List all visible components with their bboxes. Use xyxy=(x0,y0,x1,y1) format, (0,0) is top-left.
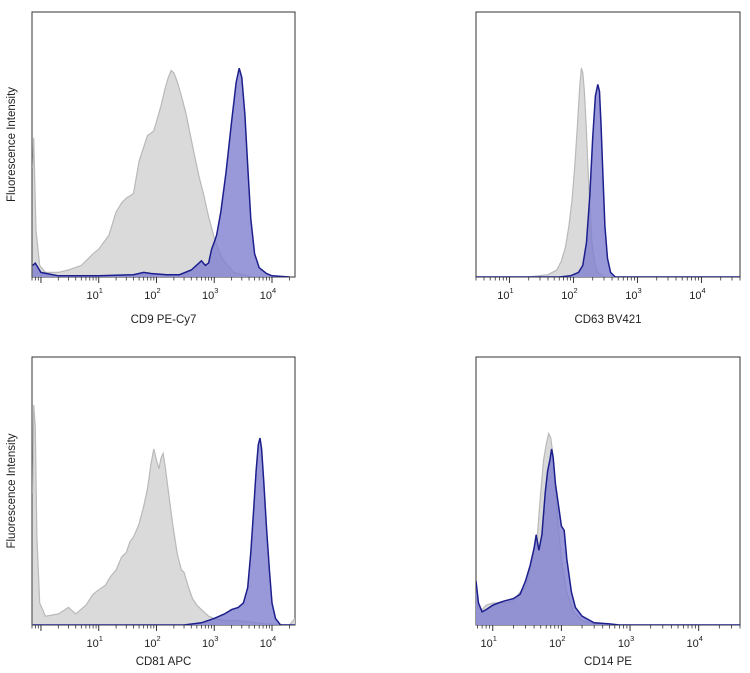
x-tick-label: 104 xyxy=(686,634,702,650)
x-tick-label: 102 xyxy=(561,286,577,302)
x-tick-label-base: 10 xyxy=(689,290,701,302)
x-tick-label-exponent: 3 xyxy=(214,634,218,643)
x-tick-layer: 101 102 103 104 xyxy=(31,625,290,650)
y-axis-label: Fluorescence Intensity xyxy=(6,433,18,548)
x-axis-label: CD14 PE xyxy=(584,656,632,668)
stained-histogram-fill xyxy=(32,68,290,277)
x-tick-layer: 101 102 103 104 xyxy=(477,625,741,650)
x-tick-label: 104 xyxy=(689,286,705,302)
x-axis-label: CD9 PE-Cy7 xyxy=(131,314,197,326)
x-tick-label-exponent: 1 xyxy=(99,634,103,643)
control-histogram-line xyxy=(476,68,740,277)
histogram-panel-cd81: 101 102 103 104 CD81 APC Fluorescence Inten… xyxy=(6,356,296,668)
x-tick-label-base: 10 xyxy=(260,290,272,302)
x-tick-label: 102 xyxy=(549,634,565,650)
x-tick-label-base: 10 xyxy=(481,638,493,650)
control-histogram-fill xyxy=(32,405,295,625)
stained-histogram-line xyxy=(32,67,290,277)
x-tick-label: 101 xyxy=(497,286,513,302)
x-tick-label: 101 xyxy=(87,634,103,650)
x-tick-label: 103 xyxy=(202,634,218,650)
histogram-panel-cd14: 101 102 103 104 CD14 PE xyxy=(475,356,741,668)
x-tick-label-base: 10 xyxy=(87,638,99,650)
y-axis-label: Fluorescence Intensity xyxy=(6,87,18,202)
x-tick-label: 102 xyxy=(144,286,160,302)
x-axis-label: CD63 BV421 xyxy=(574,314,641,326)
control-histogram-fill xyxy=(476,68,740,277)
histogram-panel-cd63: 101 102 103 104 CD63 BV421 xyxy=(475,11,741,326)
x-tick-label-exponent: 2 xyxy=(157,286,161,295)
x-tick-label: 101 xyxy=(481,634,497,650)
x-tick-label: 102 xyxy=(144,634,160,650)
plot-frame xyxy=(475,11,741,278)
x-tick-layer: 101 102 103 104 xyxy=(31,277,290,302)
x-tick-layer: 101 102 103 104 xyxy=(475,277,741,302)
control-histogram-line xyxy=(32,404,295,625)
stained-histogram-line xyxy=(476,84,740,277)
x-tick-label-base: 10 xyxy=(549,638,561,650)
x-tick-label: 103 xyxy=(618,634,634,650)
series-layer xyxy=(32,67,290,277)
x-tick-label-exponent: 4 xyxy=(272,286,276,295)
stained-histogram-fill xyxy=(32,438,295,625)
x-tick-label-exponent: 4 xyxy=(272,634,276,643)
x-tick-label-base: 10 xyxy=(686,638,698,650)
x-tick-label-exponent: 1 xyxy=(99,286,103,295)
series-layer xyxy=(476,68,740,277)
x-tick-label-exponent: 3 xyxy=(638,286,642,295)
control-histogram-fill xyxy=(32,70,290,277)
series-layer xyxy=(476,431,740,625)
x-tick-label: 104 xyxy=(260,286,276,302)
x-tick-label-exponent: 3 xyxy=(630,634,634,643)
plot-frame xyxy=(475,356,741,626)
x-tick-label-exponent: 4 xyxy=(702,286,706,295)
histogram-panel-cd9: 101 102 103 104 CD9 PE-Cy7 Fluorescence Int… xyxy=(6,11,296,326)
x-tick-label-exponent: 2 xyxy=(561,634,565,643)
series-layer xyxy=(32,404,295,625)
x-tick-label-base: 10 xyxy=(144,290,156,302)
x-tick-label-base: 10 xyxy=(625,290,637,302)
x-tick-label-base: 10 xyxy=(618,638,630,650)
x-tick-label: 104 xyxy=(260,634,276,650)
x-tick-label-exponent: 2 xyxy=(574,286,578,295)
x-tick-label-base: 10 xyxy=(202,638,214,650)
x-axis-label: CD81 APC xyxy=(136,656,192,668)
stained-histogram-line xyxy=(476,448,740,625)
control-histogram-line xyxy=(32,69,290,277)
x-tick-label-base: 10 xyxy=(202,290,214,302)
x-tick-label-base: 10 xyxy=(87,290,99,302)
stained-histogram-line xyxy=(32,437,295,625)
x-tick-label: 103 xyxy=(202,286,218,302)
x-tick-label-exponent: 3 xyxy=(214,286,218,295)
x-tick-label-base: 10 xyxy=(561,290,573,302)
x-tick-label: 101 xyxy=(87,286,103,302)
x-tick-label-base: 10 xyxy=(497,290,509,302)
x-tick-label-exponent: 4 xyxy=(699,634,703,643)
x-tick-label-base: 10 xyxy=(260,638,272,650)
stained-histogram-fill xyxy=(476,449,740,625)
x-tick-label-base: 10 xyxy=(144,638,156,650)
stained-histogram-fill xyxy=(476,84,740,277)
x-tick-label-exponent: 2 xyxy=(157,634,161,643)
x-tick-label: 103 xyxy=(625,286,641,302)
x-tick-label-exponent: 1 xyxy=(493,634,497,643)
x-tick-label-exponent: 1 xyxy=(510,286,514,295)
